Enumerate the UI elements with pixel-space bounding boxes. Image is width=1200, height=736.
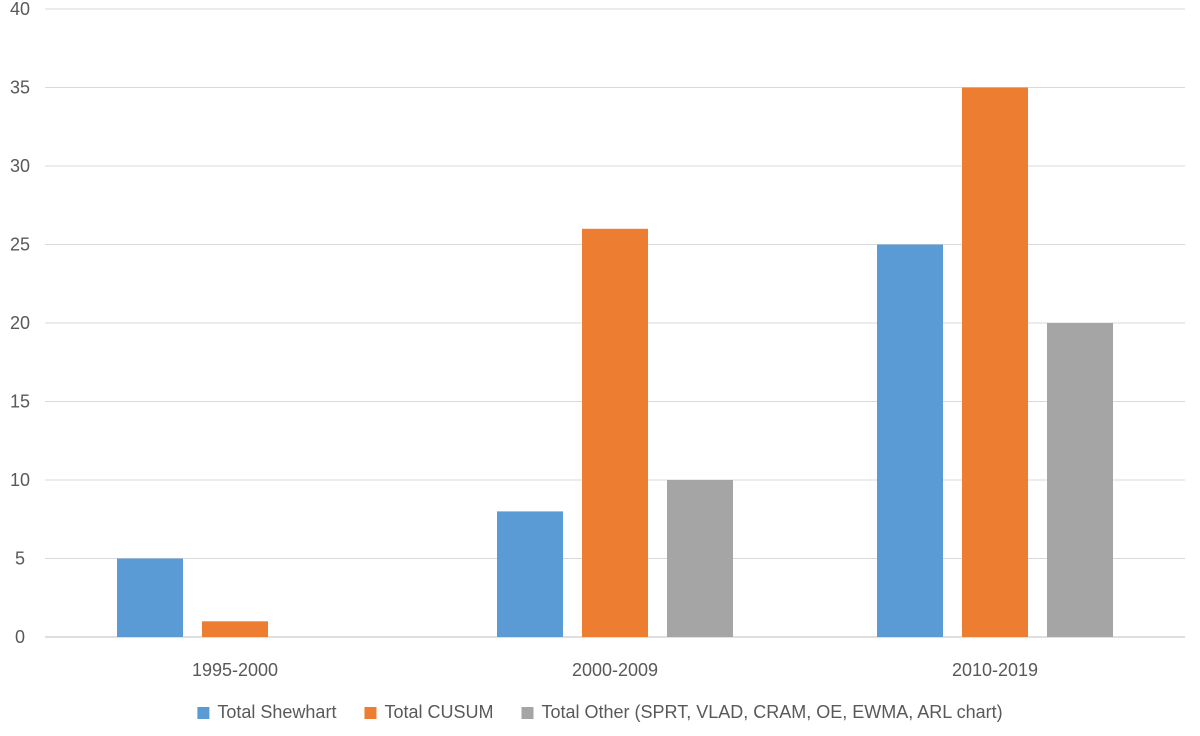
bar-2-2010-2019 (962, 87, 1028, 637)
y-tick-label: 30 (10, 156, 30, 176)
legend: Total Shewhart Total CUSUM Total Other (SP… (197, 702, 1003, 722)
y-tick-label: 25 (10, 235, 30, 255)
legend-label: Total Shewhart (217, 702, 336, 722)
bar-3-2010-2019 (1047, 323, 1113, 637)
y-tick-label: 15 (10, 392, 30, 412)
bar-1-2010-2019 (877, 244, 943, 637)
bar-3-2000-2009 (667, 480, 733, 637)
legend-swatch (197, 707, 210, 719)
x-tick-label: 1995-2000 (192, 660, 278, 680)
legend-swatch (364, 707, 377, 719)
y-tick-label: 35 (10, 78, 30, 98)
y-axis-tick-labels: 0 5 10 15 20 25 30 35 40 (10, 0, 30, 647)
bar-2-2000-2009 (582, 228, 648, 638)
bar-1-2000-2009 (497, 511, 563, 637)
y-tick-label: 0 (15, 627, 25, 647)
legend-label: Total Other (SPRT, VLAD, CRAM, OE, EWMA,… (541, 702, 1002, 722)
legend-item-3: Total Other (SPRT, VLAD, CRAM, OE, EWMA,… (521, 702, 1003, 722)
bars (117, 87, 1113, 638)
legend-swatch (521, 707, 534, 719)
x-axis: 1995-2000 2000-2009 2010-2019 (192, 660, 1038, 680)
legend-label: Total CUSUM (384, 702, 493, 722)
y-tick-label: 5 (15, 549, 25, 569)
legend-item-2: Total CUSUM (364, 702, 493, 722)
x-tick-label: 2010-2019 (952, 660, 1038, 680)
bar-2-1995-2000 (202, 621, 268, 637)
legend-item-1: Total Shewhart (197, 702, 336, 722)
bar-1-1995-2000 (117, 558, 183, 637)
y-tick-label: 40 (10, 0, 30, 19)
y-tick-label: 20 (10, 313, 30, 333)
x-tick-label: 2000-2009 (572, 660, 658, 680)
y-tick-label: 10 (10, 470, 30, 490)
